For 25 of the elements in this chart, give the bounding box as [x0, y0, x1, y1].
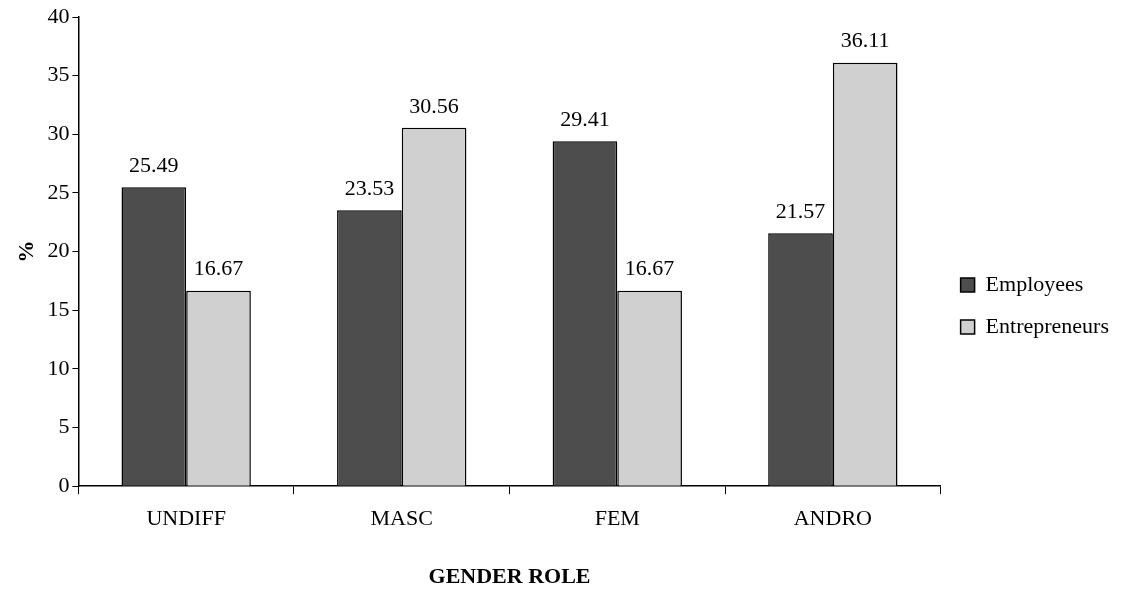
y-tick-label: 15	[47, 296, 70, 322]
x-tick-label: UNDIFF	[146, 505, 226, 531]
legend-label: Employees	[985, 270, 1084, 296]
y-tick-label: 10	[47, 354, 70, 380]
y-tick-label: 20	[47, 237, 70, 263]
x-tick-label: FEM	[594, 505, 640, 531]
y-tick-label: 35	[47, 61, 70, 87]
data-label: 29.41	[560, 106, 610, 131]
y-tick-label: 5	[58, 413, 70, 439]
y-tick-label: 0	[58, 471, 70, 497]
y-tick-label: 25	[47, 178, 70, 204]
legend-label: Entrepreneurs	[985, 312, 1110, 338]
data-label: 21.57	[775, 197, 826, 223]
x-axis-title: GENDER ROLE	[428, 563, 591, 589]
y-tick-label: 40	[47, 2, 70, 28]
y-tick-label: 30	[47, 120, 70, 146]
data-label: 23.53	[344, 174, 395, 200]
y-axis-title: %	[12, 240, 38, 263]
x-tick-label: ANDRO	[793, 505, 872, 531]
data-label: 25.49	[129, 151, 179, 177]
x-tick-label: MASC	[370, 505, 433, 531]
data-label: 30.56	[409, 92, 459, 118]
data-label: 36.11	[840, 27, 890, 53]
data-label: 16.67	[193, 255, 244, 281]
data-label: 16.67	[624, 255, 675, 281]
